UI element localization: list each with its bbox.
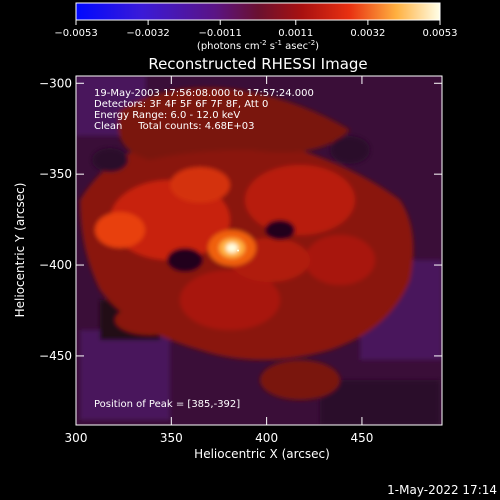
colorbar-tick-label: 0.0053: [423, 28, 458, 39]
y-axis-label: Heliocentric Y (arcsec): [13, 183, 27, 318]
annotation-line: 19-May-2003 17:56:08.000 to 17:57:24.000: [94, 88, 314, 99]
x-tick-label: 450: [350, 431, 373, 445]
colorbar-tick-label: −0.0053: [54, 28, 97, 39]
y-tick-label: −300: [39, 76, 72, 90]
colorbar-gradient: [75, 2, 441, 21]
colorbar-tick-label: −0.0032: [126, 28, 169, 39]
colorbar-tick-label: −0.0011: [199, 28, 242, 39]
peak-position-label: Position of Peak = [385,-392]: [94, 399, 240, 410]
colorbar-tick-label: 0.0032: [350, 28, 385, 39]
timestamp: 1-May-2022 17:14: [387, 483, 497, 497]
y-tick-label: −350: [39, 167, 72, 181]
x-axis-label: Heliocentric X (arcsec): [194, 447, 330, 461]
colorbar: −0.0053 −0.0032 −0.0011 0.0011 0.0032 0.0053 …: [54, 2, 458, 52]
colorbar-units: (photons cm-2 s-1 asec-2): [197, 39, 319, 52]
chart-title: Reconstructed RHESSI Image: [148, 55, 367, 73]
observation-info: 19-May-2003 17:56:08.000 to 17:57:24.000…: [94, 88, 314, 132]
peak-marker: [237, 249, 240, 252]
y-tick-label: −400: [39, 258, 72, 272]
x-tick-label: 400: [255, 431, 278, 445]
annotation-line: Energy Range: 6.0 - 12.0 keV: [94, 110, 240, 121]
x-axis: 300 350 400 450: [65, 76, 373, 445]
colorbar-ticks: −0.0053 −0.0032 −0.0011 0.0011 0.0032 0.0053: [54, 20, 458, 39]
plot-frame: [75, 75, 443, 426]
y-tick-label: −450: [39, 349, 72, 363]
colorbar-tick-label: 0.0011: [278, 28, 313, 39]
heatmap-image: [76, 76, 442, 425]
annotation-line: Clean Total counts: 4.68E+03: [94, 121, 254, 132]
y-axis: −300 −350 −400 −450: [39, 76, 442, 363]
x-tick-label: 350: [160, 431, 183, 445]
annotation-line: Detectors: 3F 4F 5F 6F 7F 8F, Att 0: [94, 99, 268, 110]
x-tick-label: 300: [65, 431, 88, 445]
